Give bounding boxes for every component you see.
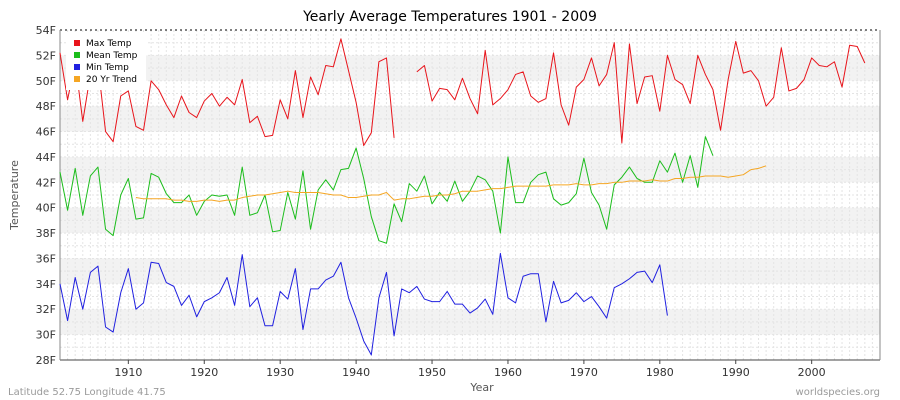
y-tick-label: 38F xyxy=(36,227,56,240)
x-tick-label: 1970 xyxy=(570,366,598,379)
20-yr-trend-line xyxy=(135,165,767,202)
y-tick-label: 48F xyxy=(36,100,56,113)
mean-temp-line xyxy=(59,136,714,244)
axes xyxy=(59,29,881,361)
y-tick-label: 28F xyxy=(36,354,56,367)
max-temp-line xyxy=(59,38,395,146)
x-axis-ticks: 1910 1920 1930 1940 1950 1960 1970 1980 1990 2000 xyxy=(114,360,826,379)
max-temp-line xyxy=(416,40,866,144)
x-tick-label: 1930 xyxy=(266,366,294,379)
x-axis-label: Year xyxy=(469,381,494,394)
footer-coordinates: Latitude 52.75 Longitude 41.75 xyxy=(8,387,166,398)
y-tick-label: 46F xyxy=(36,126,56,139)
y-tick-label: 30F xyxy=(36,329,56,342)
min-temp-line xyxy=(59,252,668,356)
y-tick-label: 54F xyxy=(36,24,56,37)
legend-swatch-20-yr-trend xyxy=(74,76,80,82)
y-tick-label: 44F xyxy=(36,151,56,164)
legend-swatch-max-temp xyxy=(74,40,80,46)
legend-label-max-temp: Max Temp xyxy=(86,39,132,49)
y-tick-label: 42F xyxy=(36,176,56,189)
legend-swatch-mean-temp xyxy=(74,52,80,58)
footer-source: worldspecies.org xyxy=(796,387,880,398)
y-axis-ticks: 28F 30F 32F 34F 36F 38F 40F 42F 44F 46F 48F 50F 52F 5… xyxy=(36,24,56,367)
y-tick-label: 32F xyxy=(36,303,56,316)
x-tick-label: 1990 xyxy=(722,366,750,379)
x-tick-label: 2000 xyxy=(798,366,826,379)
legend-label-20-yr-trend: 20 Yr Trend xyxy=(86,75,137,85)
y-tick-label: 52F xyxy=(36,49,56,62)
x-tick-label: 1950 xyxy=(418,366,446,379)
x-tick-label: 1920 xyxy=(190,366,218,379)
x-tick-label: 1980 xyxy=(646,366,674,379)
y-tick-label: 36F xyxy=(36,252,56,265)
y-tick-label: 34F xyxy=(36,278,56,291)
legend-label-mean-temp: Mean Temp xyxy=(86,51,138,61)
y-tick-label: 50F xyxy=(36,75,56,88)
series-lines xyxy=(59,38,866,356)
legend: Max Temp Mean Temp Min Temp 20 Yr Trend xyxy=(66,34,146,90)
x-tick-label: 1960 xyxy=(494,366,522,379)
y-tick-label: 40F xyxy=(36,202,56,215)
y-axis-label: Temperature xyxy=(8,160,21,231)
legend-swatch-min-temp xyxy=(74,64,80,70)
x-tick-label: 1940 xyxy=(342,366,370,379)
chart-title: Yearly Average Temperatures 1901 - 2009 xyxy=(302,9,597,25)
x-tick-label: 1910 xyxy=(114,366,142,379)
legend-label-min-temp: Min Temp xyxy=(86,63,129,73)
